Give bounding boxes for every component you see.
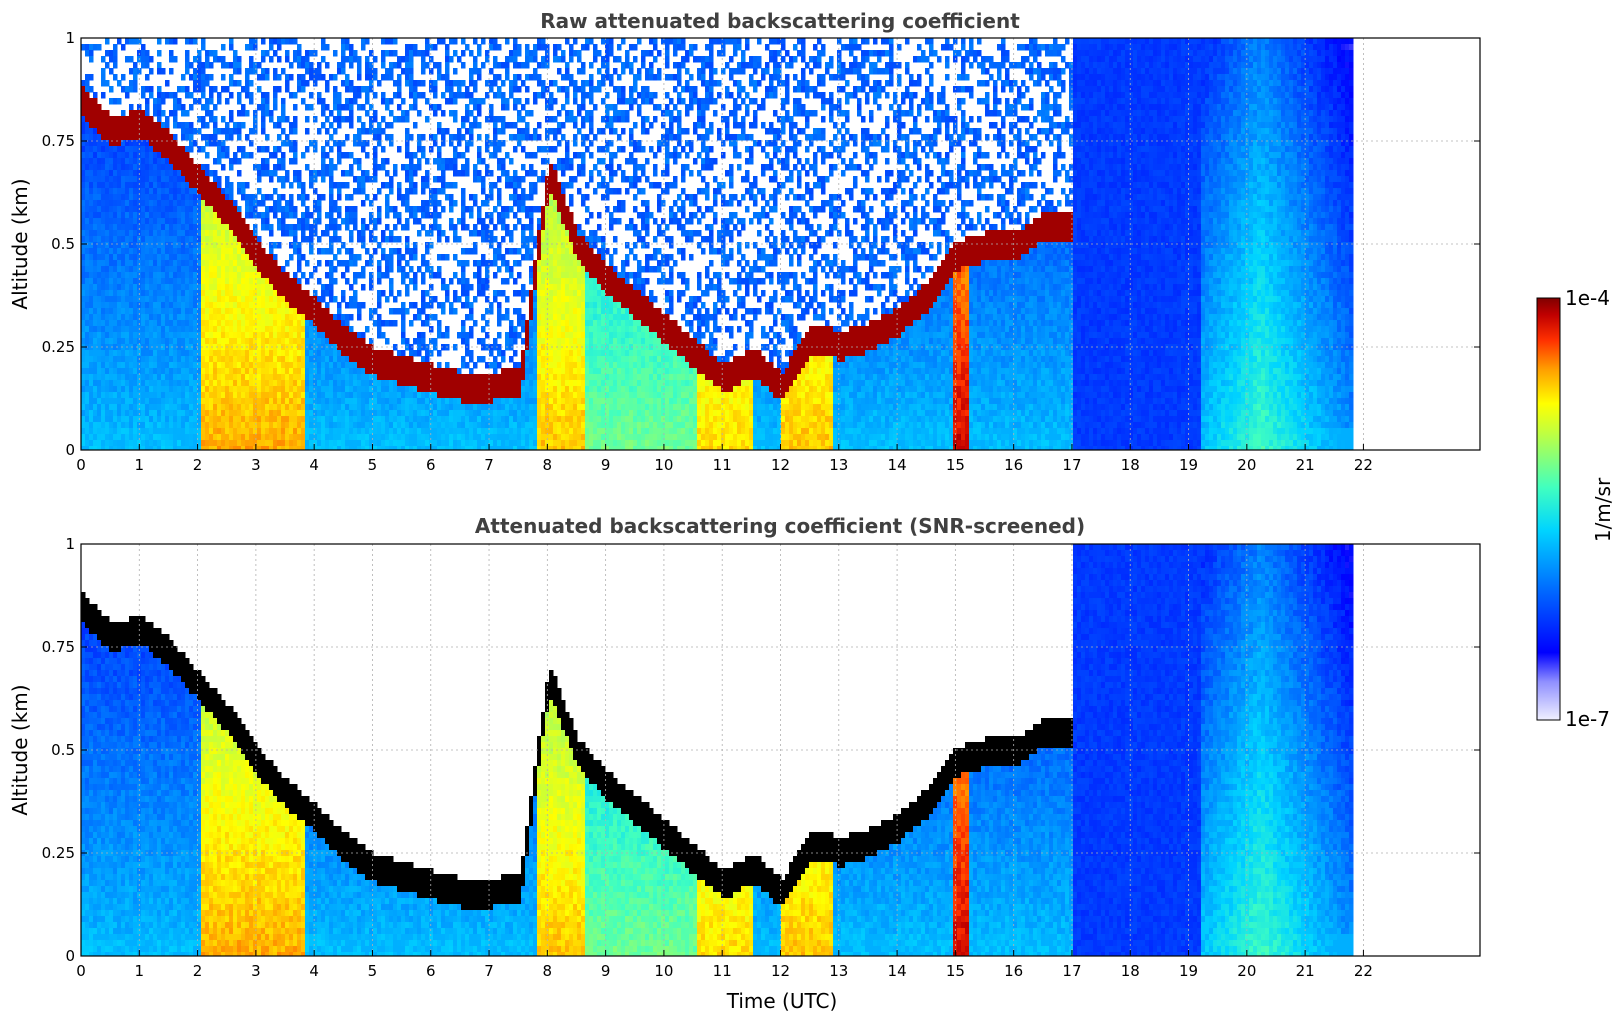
panel-raw: Raw attenuated backscattering coefficien… xyxy=(8,9,1481,474)
y-tick-label: 1 xyxy=(65,29,75,47)
heatmap-raw xyxy=(81,38,1354,450)
y-tick-label: 0.5 xyxy=(51,741,75,759)
colorbar-min-label: 1e-7 xyxy=(1565,707,1610,731)
x-tick-label: 12 xyxy=(771,456,790,474)
x-tick-label: 15 xyxy=(946,456,965,474)
x-tick-label: 21 xyxy=(1296,962,1315,980)
y-tick-label: 0 xyxy=(65,441,75,459)
x-tick-label: 6 xyxy=(426,962,436,980)
colorbar-label: 1/m/sr xyxy=(1591,477,1615,542)
x-ticks-screened: 0 1 2 3 4 5 6 7 8 9 10 11 12 13 14 15 16 17 18 19 20 21 22 xyxy=(76,950,1373,980)
panel-screened-ylabel: Altitude (km) xyxy=(8,684,32,815)
x-tick-label: 1 xyxy=(135,456,145,474)
x-tick-label: 7 xyxy=(484,962,494,980)
x-tick-label: 11 xyxy=(713,456,732,474)
y-tick-label: 0.25 xyxy=(42,338,75,356)
x-tick-label: 17 xyxy=(1062,456,1081,474)
x-tick-label: 2 xyxy=(193,456,203,474)
x-tick-label: 20 xyxy=(1237,456,1256,474)
panel-screened-xlabel: Time (UTC) xyxy=(726,989,838,1013)
panel-raw-title: Raw attenuated backscattering coefficien… xyxy=(540,9,1020,33)
x-tick-label: 8 xyxy=(543,962,553,980)
x-tick-label: 4 xyxy=(309,456,319,474)
x-tick-label: 19 xyxy=(1179,456,1198,474)
x-tick-label: 0 xyxy=(76,962,86,980)
colorbar: 1e-4 1e-7 1/m/sr xyxy=(1536,286,1615,731)
y-ticks-screened: 0 0.25 0.5 0.75 1 xyxy=(42,535,1480,965)
panel-screened: Attenuated backscattering coefficient (S… xyxy=(8,514,1481,1013)
x-tick-label: 19 xyxy=(1179,962,1198,980)
x-tick-label: 4 xyxy=(309,962,319,980)
x-tick-label: 1 xyxy=(135,962,145,980)
x-tick-label: 6 xyxy=(426,456,436,474)
y-tick-label: 0.75 xyxy=(42,638,75,656)
x-tick-label: 12 xyxy=(771,962,790,980)
panel-screened-title: Attenuated backscattering coefficient (S… xyxy=(475,514,1085,538)
x-tick-label: 3 xyxy=(251,962,261,980)
y-tick-label: 0.75 xyxy=(42,132,75,150)
x-tick-label: 15 xyxy=(946,962,965,980)
y-ticks-raw: 0 0.25 0.5 0.75 1 xyxy=(42,29,1480,459)
x-tick-label: 8 xyxy=(543,456,553,474)
x-tick-label: 2 xyxy=(193,962,203,980)
x-tick-label: 20 xyxy=(1237,962,1256,980)
x-tick-label: 5 xyxy=(368,456,378,474)
x-tick-label: 18 xyxy=(1121,456,1140,474)
x-tick-label: 0 xyxy=(76,456,86,474)
colorbar-max-label: 1e-4 xyxy=(1565,286,1610,310)
x-tick-label: 14 xyxy=(888,456,907,474)
x-tick-label: 21 xyxy=(1296,456,1315,474)
x-tick-label: 13 xyxy=(829,962,848,980)
y-tick-label: 0.5 xyxy=(51,235,75,253)
y-tick-label: 0.25 xyxy=(42,844,75,862)
x-tick-label: 17 xyxy=(1062,962,1081,980)
x-tick-label: 16 xyxy=(1004,456,1023,474)
y-tick-label: 1 xyxy=(65,535,75,553)
x-tick-label: 7 xyxy=(484,456,494,474)
x-tick-label: 22 xyxy=(1354,456,1373,474)
x-tick-label: 10 xyxy=(654,962,673,980)
x-tick-label: 9 xyxy=(601,456,611,474)
x-ticks-raw: 0 1 2 3 4 5 6 7 8 9 10 11 12 13 14 15 16 17 18 19 20 21 22 xyxy=(76,444,1373,474)
x-tick-label: 16 xyxy=(1004,962,1023,980)
x-tick-label: 18 xyxy=(1121,962,1140,980)
heatmap-screened xyxy=(81,544,1354,956)
x-tick-label: 22 xyxy=(1354,962,1373,980)
x-tick-label: 14 xyxy=(888,962,907,980)
y-tick-label: 0 xyxy=(65,947,75,965)
x-tick-label: 10 xyxy=(654,456,673,474)
x-tick-label: 11 xyxy=(713,962,732,980)
panel-raw-ylabel: Altitude (km) xyxy=(8,178,32,309)
x-tick-label: 5 xyxy=(368,962,378,980)
x-tick-label: 3 xyxy=(251,456,261,474)
x-tick-label: 13 xyxy=(829,456,848,474)
x-tick-label: 9 xyxy=(601,962,611,980)
colorbar-gradient xyxy=(1536,297,1561,721)
